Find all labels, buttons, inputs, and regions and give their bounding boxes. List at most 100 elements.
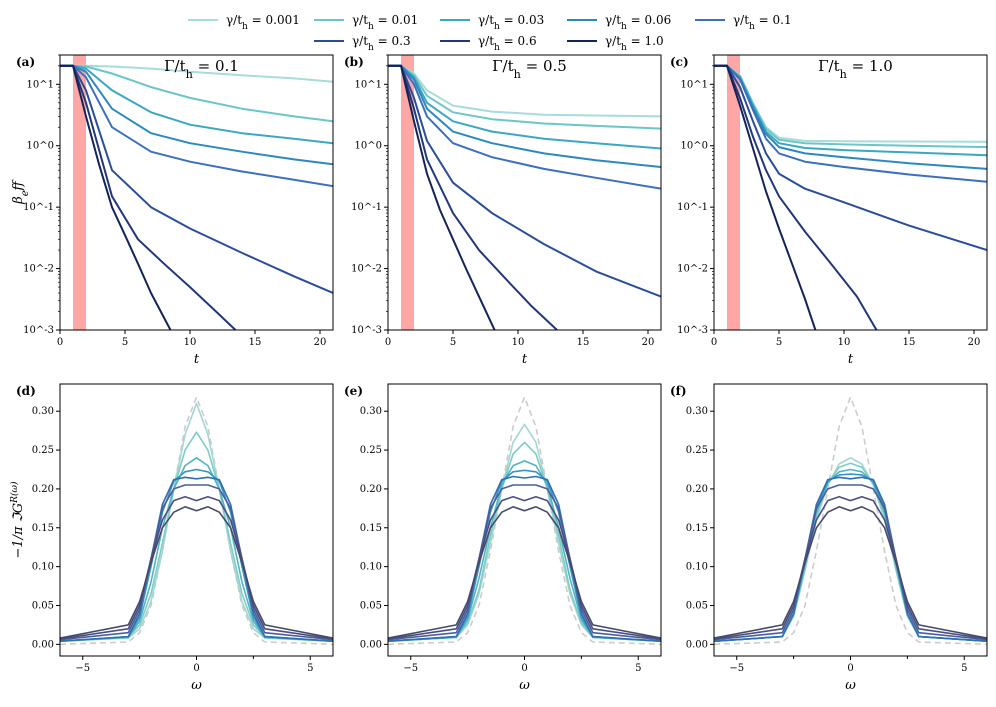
series-line <box>60 64 333 294</box>
series-line <box>388 64 496 330</box>
x-tick-label: 5 <box>307 663 313 674</box>
y-axis-label: βeff <box>11 178 31 204</box>
y-tick-label: 10^-2 <box>351 264 382 275</box>
series-line <box>714 64 987 143</box>
x-tick-label: 20 <box>968 337 981 348</box>
panel-letter: (e) <box>344 384 363 398</box>
y-tick-label: 0.00 <box>32 639 54 650</box>
x-axis-label: t <box>848 352 854 367</box>
series-line <box>388 64 661 190</box>
y-tick-label: 0.25 <box>686 445 708 456</box>
y-tick-label: 10^1 <box>355 79 382 90</box>
panel-a: 0 5 10 15 20 10^1 10^0 10^-1 10^-2 10^-3 (a) Γ/th =… <box>11 54 334 367</box>
axes-frame <box>59 54 334 331</box>
legend-entry: γ/th = 1.0 <box>567 34 664 53</box>
reference-curve <box>714 394 987 646</box>
panel-c: 0 5 10 15 20 10^1 10^0 10^-1 10^-2 10^-3 (c) Γ/th =… <box>670 54 988 367</box>
axes-frame <box>59 383 334 657</box>
series-line <box>714 64 987 149</box>
panel-letter: (b) <box>344 55 364 69</box>
x-tick-label: 0 <box>193 663 199 674</box>
plot-area <box>714 64 987 330</box>
reference-curve <box>388 394 661 646</box>
axes-frame <box>713 54 988 331</box>
series-line <box>388 460 661 642</box>
legend-entry: γ/th = 0.01 <box>314 13 418 32</box>
y-tick-label: 10^0 <box>681 141 708 152</box>
series-line <box>388 484 661 641</box>
legend-label: γ/th = 0.6 <box>478 34 537 53</box>
series-line <box>388 423 661 642</box>
panel-letter: (d) <box>16 384 36 398</box>
x-axis-label: ω <box>845 678 856 693</box>
series-line <box>714 484 987 641</box>
x-axis-label: t <box>194 352 200 367</box>
y-tick-label: 0.30 <box>686 406 708 417</box>
y-tick-label: 0.30 <box>360 406 382 417</box>
x-tick-label: 5 <box>776 337 782 348</box>
legend-label: γ/th = 0.001 <box>226 13 300 32</box>
legend-label: γ/th = 0.03 <box>478 13 544 32</box>
y-tick-label: 0.00 <box>360 639 382 650</box>
x-tick-label: 15 <box>577 337 590 348</box>
y-tick-label: 0.15 <box>686 523 708 534</box>
series-line <box>388 505 661 639</box>
y-tick-label: 0.30 <box>32 406 54 417</box>
x-tick-label: 15 <box>903 337 916 348</box>
series-line <box>60 402 333 642</box>
y-tick-label: 0.00 <box>686 639 708 650</box>
panels: 0 5 10 15 20 10^1 10^0 10^-1 10^-2 10^-3 (a) Γ/th =… <box>9 54 988 693</box>
series-line <box>388 495 661 640</box>
x-tick-label: −5 <box>75 663 90 674</box>
y-tick-label: 0.05 <box>360 600 382 611</box>
y-tick-label: 10^-1 <box>677 202 708 213</box>
legend-entry: γ/th = 0.6 <box>440 34 537 53</box>
y-tick-label: 0.10 <box>686 562 708 573</box>
x-tick-label: 20 <box>642 337 655 348</box>
y-tick-label: 10^1 <box>681 79 708 90</box>
y-tick-label: 10^-3 <box>677 325 708 336</box>
series-line <box>60 64 237 330</box>
legend-label: γ/th = 1.0 <box>605 34 664 53</box>
y-tick-label: 0.20 <box>360 484 382 495</box>
y-tick-label: 10^-3 <box>351 325 382 336</box>
series-line <box>714 476 987 642</box>
series-line <box>60 484 333 641</box>
y-tick-label: 10^0 <box>355 141 382 152</box>
reference-curve <box>60 394 333 646</box>
x-tick-label: 5 <box>635 663 641 674</box>
x-tick-label: 10 <box>512 337 525 348</box>
panel-letter: (c) <box>670 55 689 69</box>
y-tick-label: 0.25 <box>360 445 382 456</box>
x-tick-label: 0 <box>521 663 527 674</box>
y-tick-label: 0.05 <box>32 600 54 611</box>
x-tick-label: 0 <box>847 663 853 674</box>
y-tick-label: 0.15 <box>32 523 54 534</box>
drive-window <box>727 55 740 330</box>
series-line <box>714 64 987 252</box>
legend-entry: γ/th = 0.3 <box>314 34 411 53</box>
panel-title: Γ/th = 0.5 <box>492 57 567 81</box>
plot-area <box>60 394 333 646</box>
x-tick-label: −5 <box>729 663 744 674</box>
x-tick-label: 5 <box>450 337 456 348</box>
series-line <box>714 468 987 642</box>
series-line <box>714 462 987 642</box>
series-line <box>714 505 987 639</box>
x-tick-label: 5 <box>122 337 128 348</box>
series-line <box>714 64 878 330</box>
series-line <box>60 456 333 642</box>
x-tick-label: 5 <box>961 663 967 674</box>
legend-entry: γ/th = 0.001 <box>188 13 300 32</box>
y-tick-label: 0.10 <box>360 562 382 573</box>
axes-frame <box>713 383 988 657</box>
series-line <box>388 64 661 150</box>
x-tick-label: 15 <box>249 337 262 348</box>
y-tick-label: 10^-3 <box>23 325 54 336</box>
series-line <box>714 495 987 640</box>
panel-d: −5 0 5 0.00 0.05 0.10 0.15 0.20 0.25 0.30 (d) ω −1/π… <box>9 383 334 693</box>
legend-label: γ/th = 0.3 <box>352 34 411 53</box>
x-tick-label: 0 <box>385 337 391 348</box>
panel-b: 0 5 10 15 20 10^1 10^0 10^-1 10^-2 10^-3 (b) Γ/th =… <box>344 54 662 367</box>
